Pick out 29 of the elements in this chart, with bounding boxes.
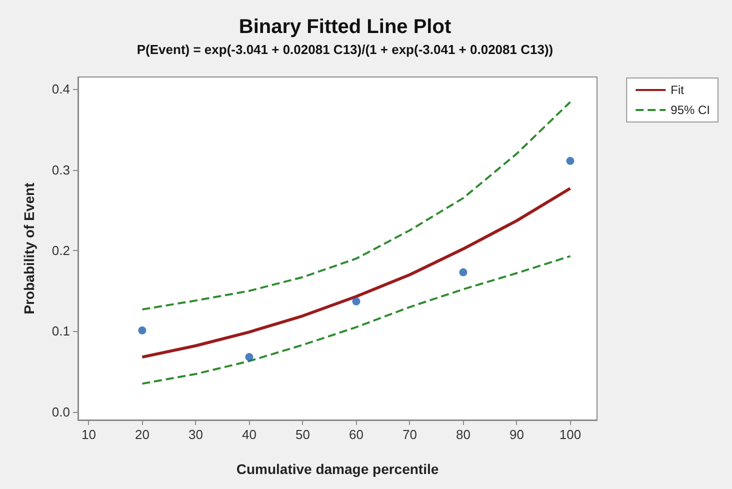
point — [352, 297, 360, 306]
x-tick-label: 60 — [348, 427, 364, 442]
legend-label: Fit — [670, 83, 685, 97]
x-tick-label: 70 — [402, 427, 417, 442]
point — [459, 268, 468, 276]
x-tick-label: 20 — [134, 427, 150, 442]
line-series — [140, 186, 572, 359]
point — [245, 353, 254, 362]
chart-title: Binary Fitted Line Plot — [238, 16, 452, 38]
y-axis-title: Probability of Event — [21, 182, 37, 314]
x-tick-label: 100 — [559, 427, 582, 442]
y-tick-label: 0.3 — [52, 162, 70, 178]
line-series — [141, 101, 572, 310]
point — [566, 156, 574, 165]
point — [138, 326, 146, 334]
x-tick-label: 50 — [295, 427, 310, 442]
y-tick-label: 0.1 — [52, 324, 70, 339]
x-tick-label: 10 — [81, 427, 96, 442]
x-tick-label: 30 — [188, 427, 203, 442]
x-tick-label: 80 — [456, 427, 470, 442]
line-series — [141, 255, 572, 385]
y-tick-label: 0.4 — [52, 82, 70, 97]
y-tick-label: 0.0 — [52, 404, 70, 420]
legend-label: 95% CI — [670, 103, 710, 117]
chart-subtitle: P(Event) = exp(-3.041 + 0.02081 C13)/(1 + exp(-3.041 + 0.02081 C13)) — [136, 42, 554, 57]
x-tick-label: 90 — [510, 427, 524, 442]
x-tick-label: 40 — [242, 427, 256, 442]
x-axis-title: Cumulative damage percentile — [236, 461, 439, 477]
y-tick-label: 0.2 — [52, 243, 70, 258]
